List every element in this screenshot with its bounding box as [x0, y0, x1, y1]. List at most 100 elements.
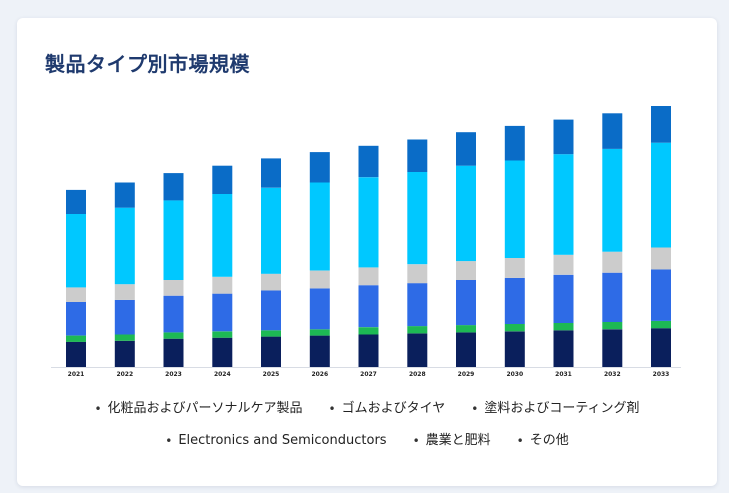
bar-segment — [163, 338, 184, 367]
bar-segment — [602, 329, 623, 367]
bar-segment — [407, 333, 428, 367]
bar-segment — [602, 251, 623, 273]
bar-segment — [651, 106, 671, 143]
bar-segment — [504, 258, 525, 278]
x-tick-label: 2022 — [116, 371, 133, 378]
bar-segment — [602, 149, 623, 252]
chart-card: 製品タイプ別市場規模 2021 2022 2023 2024 2025 2026 2027 2… — [17, 18, 717, 486]
bar-segment — [553, 274, 574, 323]
bar-segment — [114, 299, 135, 335]
legend-label: 農業と肥料 — [425, 433, 491, 448]
x-tick-label: 2031 — [555, 371, 572, 378]
bar-segment — [553, 254, 574, 275]
bar-segment — [504, 160, 525, 258]
legend-item: • その他 — [517, 432, 569, 450]
x-tick-label: 2026 — [311, 371, 328, 378]
bar-segment — [114, 182, 135, 208]
bar-segment — [163, 332, 184, 339]
legend-label: その他 — [529, 433, 569, 448]
bar-segment — [553, 119, 574, 155]
bar-segment — [504, 125, 525, 161]
bar-segment — [456, 165, 476, 262]
bar-segment — [163, 173, 184, 201]
bar-segment — [407, 283, 428, 327]
x-tick-label: 2032 — [604, 371, 621, 378]
bar-segment — [309, 329, 330, 336]
legend-bullet: • — [516, 434, 524, 448]
bar-segment — [651, 328, 671, 367]
bar-segment — [114, 340, 135, 367]
legend-label: ゴムおよびタイヤ — [341, 401, 446, 416]
legend-bullet: • — [328, 402, 336, 416]
bar-segment — [212, 194, 233, 277]
bar-segment — [456, 132, 476, 166]
bar-segment — [261, 273, 281, 291]
x-tick-label: 2030 — [506, 371, 523, 378]
bar-segment — [651, 142, 671, 248]
legend-bullet: • — [165, 434, 173, 448]
x-tick-label: 2027 — [360, 371, 377, 378]
bar-segment — [504, 324, 525, 332]
x-tick-label: 2023 — [165, 371, 182, 378]
bar-segment — [358, 327, 379, 335]
bar-segment — [66, 189, 86, 214]
bar-segment — [358, 267, 379, 286]
bar-segment — [212, 337, 233, 367]
bar-segment — [504, 331, 525, 367]
bar-segment — [309, 152, 330, 183]
bar-segment — [553, 330, 574, 367]
bar-segment — [358, 177, 379, 268]
legend-item: • ゴムおよびタイヤ — [329, 400, 446, 418]
legend-bullet: • — [471, 402, 479, 416]
bar-segment — [504, 277, 525, 324]
chart-legend: • 化粧品およびパーソナルケア製品 • ゴムおよびタイヤ • 塗料およびコーティ… — [37, 400, 697, 450]
bar-segment — [66, 214, 86, 288]
bar-segment — [407, 172, 428, 265]
chart-title: 製品タイプ別市場規模 — [45, 52, 250, 76]
bar-segment — [66, 302, 86, 336]
bar-segment — [163, 295, 184, 333]
bar-segment — [651, 320, 671, 329]
bar-segment — [456, 325, 476, 333]
bar-segment — [651, 247, 671, 270]
bar-segment — [261, 330, 281, 337]
legend-label: 化粧品およびパーソナルケア製品 — [107, 401, 303, 416]
bar-segment — [261, 158, 281, 188]
bar-segment — [309, 335, 330, 367]
bar-segment — [602, 272, 623, 322]
bar-segment — [114, 334, 135, 341]
bar-segment — [114, 207, 135, 285]
x-tick-label: 2028 — [409, 371, 426, 378]
legend-item: • 化粧品およびパーソナルケア製品 — [94, 400, 302, 418]
legend-label: 塗料およびコーティング剤 — [484, 401, 640, 416]
bar-segment — [407, 326, 428, 334]
bar-segment — [553, 154, 574, 255]
legend-item: • 農業と肥料 — [413, 432, 491, 450]
bar-segment — [66, 341, 86, 367]
stacked-bar-chart: 2021 2022 2023 2024 2025 2026 2027 2028 2029 2030… — [51, 106, 681, 378]
legend-bullet: • — [94, 402, 102, 416]
bar-segment — [358, 145, 379, 178]
bar-segment — [358, 285, 379, 328]
bar-segment — [261, 336, 281, 367]
bar-segment — [553, 323, 574, 331]
bar-segment — [309, 182, 330, 271]
bar-segment — [602, 113, 623, 149]
bar-segment — [163, 200, 184, 280]
bar-segment — [66, 335, 86, 342]
bar-segment — [212, 293, 233, 332]
x-tick-label: 2033 — [653, 371, 670, 378]
bar-segment — [212, 331, 233, 338]
bar-segment — [212, 276, 233, 294]
bar-segment — [163, 280, 184, 296]
legend-bullet: • — [412, 434, 420, 448]
bar-segment — [602, 321, 623, 330]
bar-segment — [309, 288, 330, 330]
x-tick-label: 2021 — [68, 371, 85, 378]
x-tick-label: 2024 — [214, 371, 231, 378]
bar-segment — [456, 332, 476, 367]
bar-segment — [66, 287, 86, 302]
bar-segment — [407, 139, 428, 172]
x-tick-label: 2029 — [458, 371, 475, 378]
bar-segment — [456, 280, 476, 326]
